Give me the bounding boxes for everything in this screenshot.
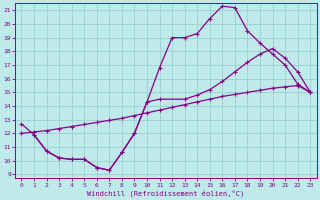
X-axis label: Windchill (Refroidissement éolien,°C): Windchill (Refroidissement éolien,°C)	[87, 189, 244, 197]
